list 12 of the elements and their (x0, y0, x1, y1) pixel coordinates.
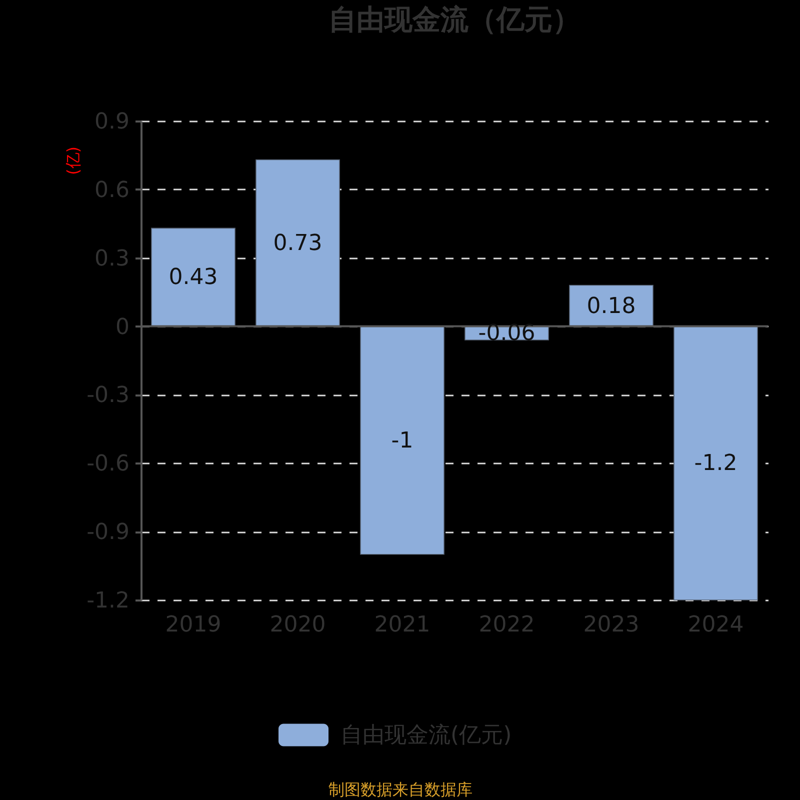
bar (360, 326, 444, 555)
data-label: -0.06 (478, 321, 536, 346)
data-label: -1.2 (694, 451, 738, 476)
bar (151, 228, 236, 327)
data-label: 0.18 (586, 294, 636, 319)
data-label: 0.73 (273, 231, 322, 256)
data-label: 0.43 (168, 265, 218, 290)
y-axis-title: (亿) (64, 146, 82, 175)
bar (256, 159, 340, 327)
bar (674, 326, 758, 600)
text: 制图数据来自数据库 (328, 780, 472, 799)
data-label: -1 (391, 428, 414, 454)
